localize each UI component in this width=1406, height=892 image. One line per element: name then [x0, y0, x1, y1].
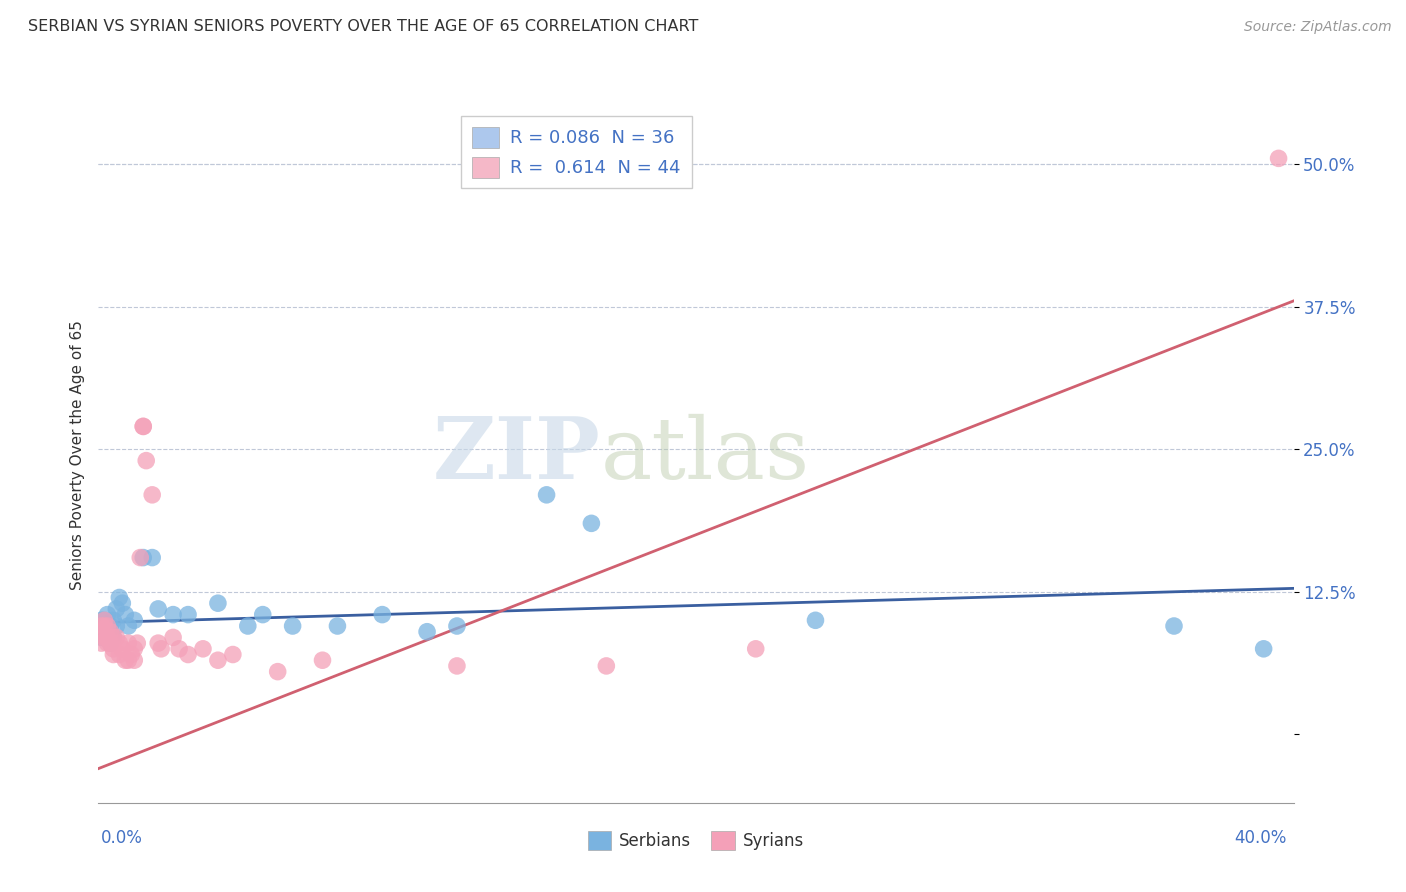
Point [191, 641, 214, 656]
Point [207, 596, 229, 610]
Point [93, 631, 115, 645]
Point [103, 641, 125, 656]
Point [326, 619, 349, 633]
Point [90, 631, 112, 645]
Point [108, 636, 131, 650]
Point [804, 613, 827, 627]
Point [236, 619, 259, 633]
Point [98, 636, 122, 650]
Point [371, 607, 394, 622]
Point [98, 624, 122, 639]
Point [162, 631, 184, 645]
Point [103, 631, 125, 645]
Y-axis label: Seniors Poverty Over the Age of 65: Seniors Poverty Over the Age of 65 [69, 320, 84, 590]
Point [98, 636, 122, 650]
Point [96, 624, 118, 639]
Point [124, 613, 146, 627]
Point [93, 613, 115, 627]
Point [111, 596, 134, 610]
Point [177, 648, 200, 662]
Point [117, 619, 139, 633]
Point [132, 419, 155, 434]
Point [148, 602, 170, 616]
Point [132, 419, 155, 434]
Point [167, 641, 190, 656]
Point [177, 607, 200, 622]
Point [1267, 152, 1289, 166]
Point [93, 613, 115, 627]
Point [281, 619, 304, 633]
Point [135, 453, 157, 467]
Point [114, 607, 136, 622]
Point [96, 631, 118, 645]
Point [108, 648, 131, 662]
Point [93, 619, 115, 633]
Point [93, 619, 115, 633]
Point [90, 624, 112, 639]
Point [105, 631, 128, 645]
Legend: Serbians, Syrians: Serbians, Syrians [581, 824, 811, 857]
Text: 40.0%: 40.0% [1234, 829, 1286, 847]
Point [141, 488, 163, 502]
Point [127, 636, 149, 650]
Point [148, 636, 170, 650]
Point [416, 624, 439, 639]
Point [1253, 641, 1275, 656]
Text: ZIP: ZIP [433, 413, 600, 497]
Point [267, 665, 290, 679]
Point [90, 636, 112, 650]
Point [103, 648, 125, 662]
Point [117, 636, 139, 650]
Point [141, 550, 163, 565]
Point [252, 607, 274, 622]
Point [446, 659, 468, 673]
Point [105, 602, 128, 616]
Point [132, 550, 155, 565]
Point [595, 659, 617, 673]
Point [90, 624, 112, 639]
Point [103, 631, 125, 645]
Text: 0.0%: 0.0% [101, 829, 143, 847]
Point [111, 641, 134, 656]
Point [207, 653, 229, 667]
Point [98, 619, 122, 633]
Point [150, 641, 173, 656]
Point [90, 619, 112, 633]
Point [536, 488, 558, 502]
Point [120, 648, 142, 662]
Point [581, 516, 603, 531]
Point [124, 653, 146, 667]
Point [117, 653, 139, 667]
Point [96, 619, 118, 633]
Text: atlas: atlas [600, 413, 810, 497]
Point [108, 591, 131, 605]
Point [222, 648, 245, 662]
Point [162, 607, 184, 622]
Point [96, 636, 118, 650]
Text: Source: ZipAtlas.com: Source: ZipAtlas.com [1244, 21, 1392, 34]
Point [745, 641, 768, 656]
Point [1163, 619, 1185, 633]
Point [114, 653, 136, 667]
Point [446, 619, 468, 633]
Point [311, 653, 333, 667]
Point [124, 641, 146, 656]
Point [96, 607, 118, 622]
Point [105, 619, 128, 633]
Point [90, 613, 112, 627]
Text: SERBIAN VS SYRIAN SENIORS POVERTY OVER THE AGE OF 65 CORRELATION CHART: SERBIAN VS SYRIAN SENIORS POVERTY OVER T… [28, 20, 699, 34]
Point [103, 613, 125, 627]
Point [129, 550, 152, 565]
